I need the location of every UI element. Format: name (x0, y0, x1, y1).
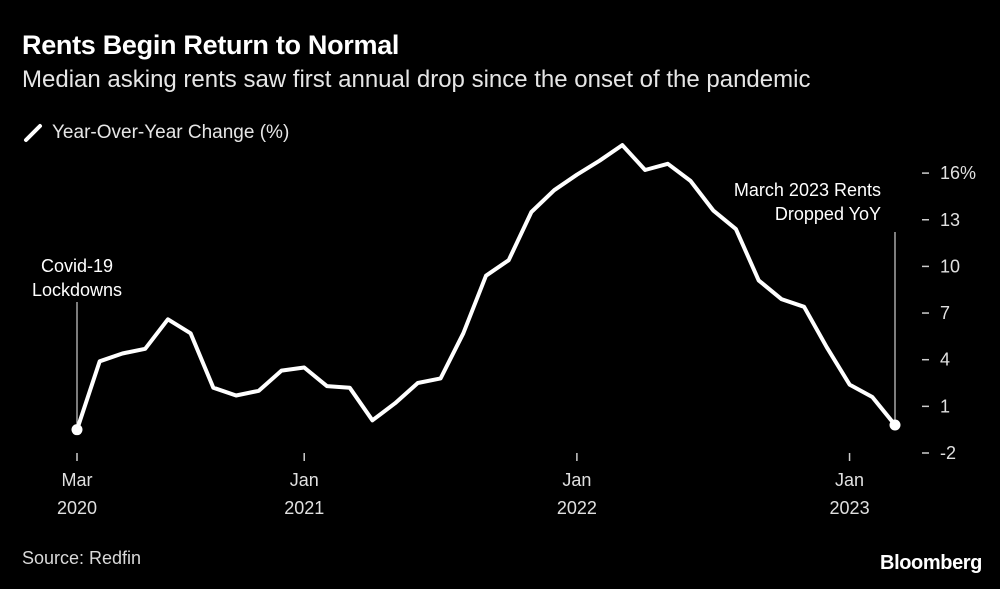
data-point (393, 401, 397, 405)
x-tick-label: 2020 (57, 498, 97, 518)
data-point (848, 383, 852, 387)
data-point (598, 159, 602, 163)
data-point (234, 393, 238, 397)
annotation-label: Dropped YoY (775, 204, 881, 224)
x-tick-label: 2022 (557, 498, 597, 518)
source-note: Source: Redfin (22, 548, 142, 568)
x-tick-label: 2021 (284, 498, 324, 518)
data-point (666, 162, 670, 166)
data-point (734, 227, 738, 231)
data-point (280, 369, 284, 373)
data-point (552, 188, 556, 192)
data-point (870, 395, 874, 399)
x-tick-label: Mar (62, 470, 93, 490)
data-point (620, 143, 624, 147)
data-point (143, 347, 147, 351)
series-line-yoy-change (75, 143, 897, 432)
data-point (461, 331, 465, 335)
data-point (802, 305, 806, 309)
y-tick-label: 1 (940, 396, 950, 416)
legend-label: Year-Over-Year Change (%) (52, 122, 290, 143)
x-tick-label: 2023 (830, 498, 870, 518)
data-point (257, 389, 261, 393)
y-tick-label: 7 (940, 303, 950, 323)
data-point (757, 278, 761, 282)
annotation-label: March 2023 Rents (734, 180, 881, 200)
data-point (302, 365, 306, 369)
data-point (507, 258, 511, 262)
data-point (643, 168, 647, 172)
data-point (825, 345, 829, 349)
data-point (348, 386, 352, 390)
y-tick-label: 13 (940, 210, 960, 230)
data-point (689, 179, 693, 183)
data-point (370, 418, 374, 422)
data-point (416, 381, 420, 385)
x-tick-label: Jan (835, 470, 864, 490)
y-tick-label: 16% (940, 163, 976, 183)
y-tick-label: 4 (940, 350, 950, 370)
data-point (325, 384, 329, 388)
annotation-label: Lockdowns (32, 280, 122, 300)
y-tick-label: 10 (940, 256, 960, 276)
data-point (439, 376, 443, 380)
data-point (484, 274, 488, 278)
start-point-marker (71, 424, 83, 436)
data-point (779, 297, 783, 301)
x-tick-label: Jan (562, 470, 591, 490)
data-point (120, 351, 124, 355)
y-tick-label: -2 (940, 443, 956, 463)
data-point (211, 386, 215, 390)
data-point (189, 331, 193, 335)
data-point (166, 317, 170, 321)
x-tick-label: Jan (290, 470, 319, 490)
end-point-marker (889, 419, 901, 431)
chart-title: Rents Begin Return to Normal (22, 30, 400, 60)
data-point (98, 359, 102, 363)
legend: Year-Over-Year Change (%) (22, 121, 289, 145)
chart-subtitle: Median asking rents saw first annual dro… (22, 66, 811, 93)
data-point (529, 210, 533, 214)
annotation-label: Covid-19 (41, 256, 113, 276)
legend-line-icon (24, 124, 42, 142)
data-point (575, 173, 579, 177)
data-point (711, 208, 715, 212)
line-chart: 16% 13 10 7 4 1 -2 Mar 2020 Jan 2021 Jan 2022 Jan 2023… (32, 143, 976, 518)
bloomberg-logo: Bloomberg (880, 552, 982, 574)
